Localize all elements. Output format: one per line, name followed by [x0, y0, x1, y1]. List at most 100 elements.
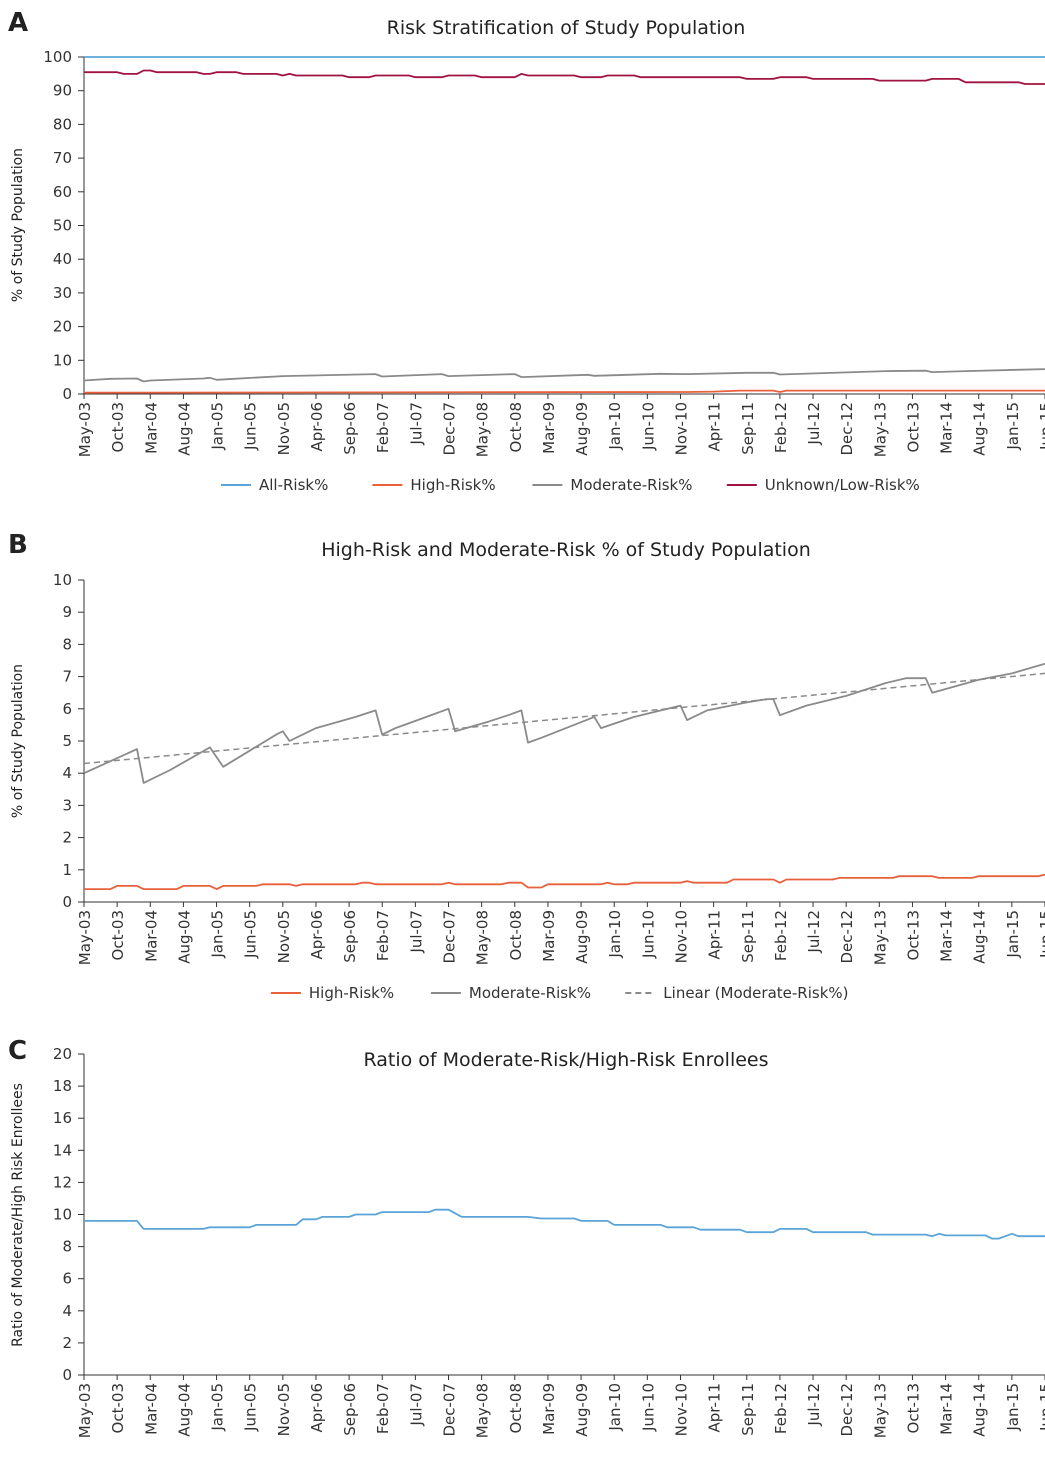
x-tick-label: Aug-14: [971, 402, 989, 456]
x-tick-label: Feb-07: [374, 1383, 392, 1434]
x-tick-label: Feb-07: [374, 402, 392, 453]
x-tick-label: May-13: [871, 1383, 889, 1438]
x-tick-label: Aug-04: [175, 1383, 193, 1437]
x-tick-label: Mar-09: [540, 402, 558, 454]
x-tick-label: May-03: [76, 402, 94, 457]
chart-title: Ratio of Moderate-Risk/High-Risk Enrolle…: [363, 1049, 768, 1071]
x-tick-label: Mar-04: [142, 1383, 160, 1435]
x-tick-label: Jun-05: [242, 1383, 260, 1432]
x-tick-label: Jan-15: [1004, 910, 1022, 959]
x-tick-label: Jun-15: [1037, 910, 1045, 959]
x-tick-label: Aug-09: [573, 1383, 591, 1437]
x-tick-label: Jan-15: [1004, 1383, 1022, 1432]
y-axis-label: Ratio of Moderate/High Risk Enrollees: [10, 1083, 26, 1347]
x-tick-label: Oct-03: [109, 910, 127, 960]
x-tick-label: Mar-14: [938, 1383, 956, 1435]
x-tick-label: Oct-13: [904, 910, 922, 960]
x-tick-label: Feb-12: [772, 910, 790, 961]
x-tick-label: Oct-13: [904, 1383, 922, 1433]
y-axis-label: % of Study Population: [10, 148, 26, 302]
x-tick-label: Jun-10: [639, 1383, 657, 1432]
y-tick-label: 6: [62, 1270, 72, 1288]
x-tick-label: Aug-04: [175, 910, 193, 964]
x-tick-label: Mar-04: [142, 910, 160, 962]
y-tick-label: 90: [53, 82, 72, 100]
series-line: [83, 672, 1045, 765]
series-line: [83, 389, 1045, 394]
y-tick-label: 3: [62, 796, 72, 814]
y-tick-label: 0: [62, 385, 72, 403]
x-tick-label: Dec-12: [838, 910, 856, 964]
x-tick-label: Nov-10: [672, 910, 690, 963]
x-tick-label: Jul-07: [407, 402, 425, 446]
legend-label: All-Risk%: [259, 476, 328, 494]
y-axis-label: % of Study Population: [10, 664, 26, 818]
y-tick-label: 16: [53, 1109, 72, 1127]
x-tick-label: Jan-05: [209, 910, 227, 959]
panel-letter: C: [8, 1036, 28, 1066]
panel-b: B High-Risk and Moderate-Risk % of Study…: [0, 526, 1045, 1026]
x-tick-label: Jan-05: [209, 402, 227, 451]
x-tick-label: Jan-05: [209, 1383, 227, 1432]
chart-title: High-Risk and Moderate-Risk % of Study P…: [321, 539, 811, 561]
x-tick-label: Feb-07: [374, 910, 392, 961]
panel-letter: B: [8, 530, 28, 560]
x-tick-label: Dec-12: [838, 402, 856, 456]
x-tick-label: May-03: [76, 910, 94, 965]
x-tick-label: Nov-10: [672, 402, 690, 455]
x-tick-label: Jun-15: [1037, 402, 1045, 451]
y-tick-label: 20: [53, 318, 72, 336]
x-tick-label: Sep-11: [739, 1383, 757, 1436]
x-tick-label: May-03: [76, 1383, 94, 1438]
x-tick-label: Dec-07: [441, 1383, 459, 1437]
legend-label: High-Risk%: [309, 984, 394, 1002]
x-tick-label: Mar-14: [938, 910, 956, 962]
x-tick-label: Oct-03: [109, 402, 127, 452]
x-tick-label: Jan-15: [1004, 402, 1022, 451]
x-tick-label: Aug-14: [971, 910, 989, 964]
x-tick-label: Nov-05: [275, 402, 293, 455]
y-tick-label: 18: [53, 1077, 72, 1095]
y-tick-label: 7: [62, 668, 72, 686]
x-tick-label: Mar-04: [142, 402, 160, 454]
x-tick-label: Nov-05: [275, 1383, 293, 1436]
y-tick-label: 8: [62, 1238, 72, 1256]
y-tick-label: 8: [62, 635, 72, 653]
y-tick-label: 30: [53, 284, 72, 302]
x-tick-label: Apr-11: [706, 402, 724, 452]
x-tick-label: Oct-03: [109, 1383, 127, 1433]
y-tick-label: 2: [62, 829, 72, 847]
x-tick-label: Oct-08: [507, 910, 525, 960]
x-tick-label: Oct-08: [507, 1383, 525, 1433]
x-tick-label: Jul-12: [805, 402, 823, 446]
x-tick-label: Mar-14: [938, 402, 956, 454]
chart-c: Ratio of Moderate-Risk/High-Risk Enrolle…: [10, 1045, 1045, 1438]
x-tick-label: Apr-06: [308, 402, 326, 452]
y-tick-label: 10: [53, 351, 72, 369]
y-tick-label: 80: [53, 115, 72, 133]
y-tick-label: 5: [62, 732, 72, 750]
x-tick-label: Apr-11: [706, 910, 724, 960]
x-tick-label: Mar-09: [540, 1383, 558, 1435]
legend-label: Moderate-Risk%: [570, 476, 692, 494]
x-tick-label: May-13: [871, 402, 889, 457]
x-tick-label: Jul-07: [407, 1383, 425, 1427]
y-tick-label: 0: [62, 893, 72, 911]
x-tick-label: Dec-07: [441, 910, 459, 964]
x-tick-label: Jun-05: [242, 910, 260, 959]
y-tick-label: 20: [53, 1045, 72, 1063]
y-tick-label: 10: [53, 571, 72, 589]
panel-c: C Ratio of Moderate-Risk/High-Risk Enrol…: [0, 1032, 1045, 1477]
panel-a: A Risk Stratification of Study Populatio…: [0, 0, 1045, 500]
x-tick-label: Jun-15: [1037, 1383, 1045, 1432]
series-line: [84, 873, 1045, 891]
y-tick-label: 100: [43, 48, 72, 66]
x-tick-label: Nov-05: [275, 910, 293, 963]
x-tick-label: Jun-05: [242, 402, 260, 451]
y-tick-label: 60: [53, 183, 72, 201]
x-tick-label: Apr-06: [308, 1383, 326, 1433]
x-tick-label: Jan-10: [606, 402, 624, 451]
y-tick-label: 12: [53, 1173, 72, 1191]
legend-label: Linear (Moderate-Risk%): [663, 984, 848, 1002]
y-tick-label: 6: [62, 700, 72, 718]
